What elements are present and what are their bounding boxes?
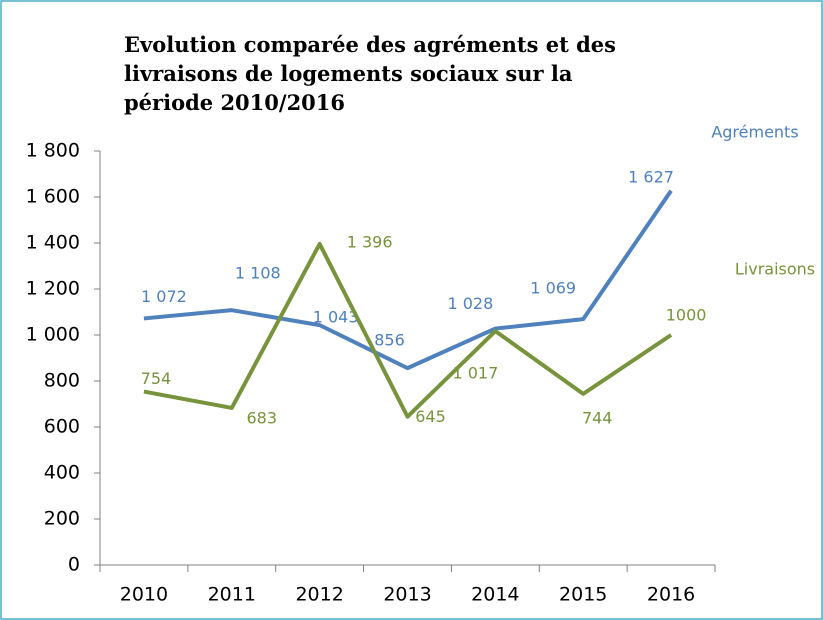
y-tick-label: 1 600 xyxy=(26,186,80,208)
data-label: 1 627 xyxy=(628,167,674,186)
data-label: 1 043 xyxy=(313,308,359,327)
data-label: 683 xyxy=(247,408,278,427)
data-label: 1 028 xyxy=(447,294,493,313)
y-tick-label: 1 800 xyxy=(26,140,80,162)
x-tick-label: 2015 xyxy=(559,584,607,606)
data-label: 1 396 xyxy=(347,232,393,251)
x-tick-label: 2012 xyxy=(295,584,343,606)
data-label: 1 108 xyxy=(235,264,281,283)
series-line xyxy=(143,189,673,371)
y-tick-label: 1 400 xyxy=(26,232,80,254)
y-tick-label: 1 200 xyxy=(26,278,80,300)
x-tick-label: 2014 xyxy=(471,584,519,606)
y-tick-label: 1 000 xyxy=(26,324,80,346)
legend-label: Agréments xyxy=(711,123,798,142)
data-label: 1 069 xyxy=(530,279,576,298)
series-line xyxy=(143,241,673,419)
chart-title: Evolution comparée des agréments et des … xyxy=(124,32,616,115)
y-tick-label: 800 xyxy=(44,370,80,392)
legend-label: Livraisons xyxy=(735,260,815,279)
data-label: 1000 xyxy=(666,306,707,325)
data-label: 856 xyxy=(374,331,405,350)
x-tick-label: 2013 xyxy=(383,584,431,606)
data-label: 1 072 xyxy=(141,287,187,306)
y-tick-label: 400 xyxy=(44,462,80,484)
y-tick-label: 200 xyxy=(44,508,80,530)
x-tick-label: 2016 xyxy=(647,584,695,606)
y-tick-label: 0 xyxy=(68,554,80,576)
x-tick-label: 2011 xyxy=(208,584,256,606)
data-label: 645 xyxy=(415,407,446,426)
x-tick-label: 2010 xyxy=(120,584,168,606)
data-label: 754 xyxy=(141,369,172,388)
data-label: 744 xyxy=(582,408,613,427)
y-tick-label: 600 xyxy=(44,416,80,438)
data-label: 1 017 xyxy=(452,364,498,383)
